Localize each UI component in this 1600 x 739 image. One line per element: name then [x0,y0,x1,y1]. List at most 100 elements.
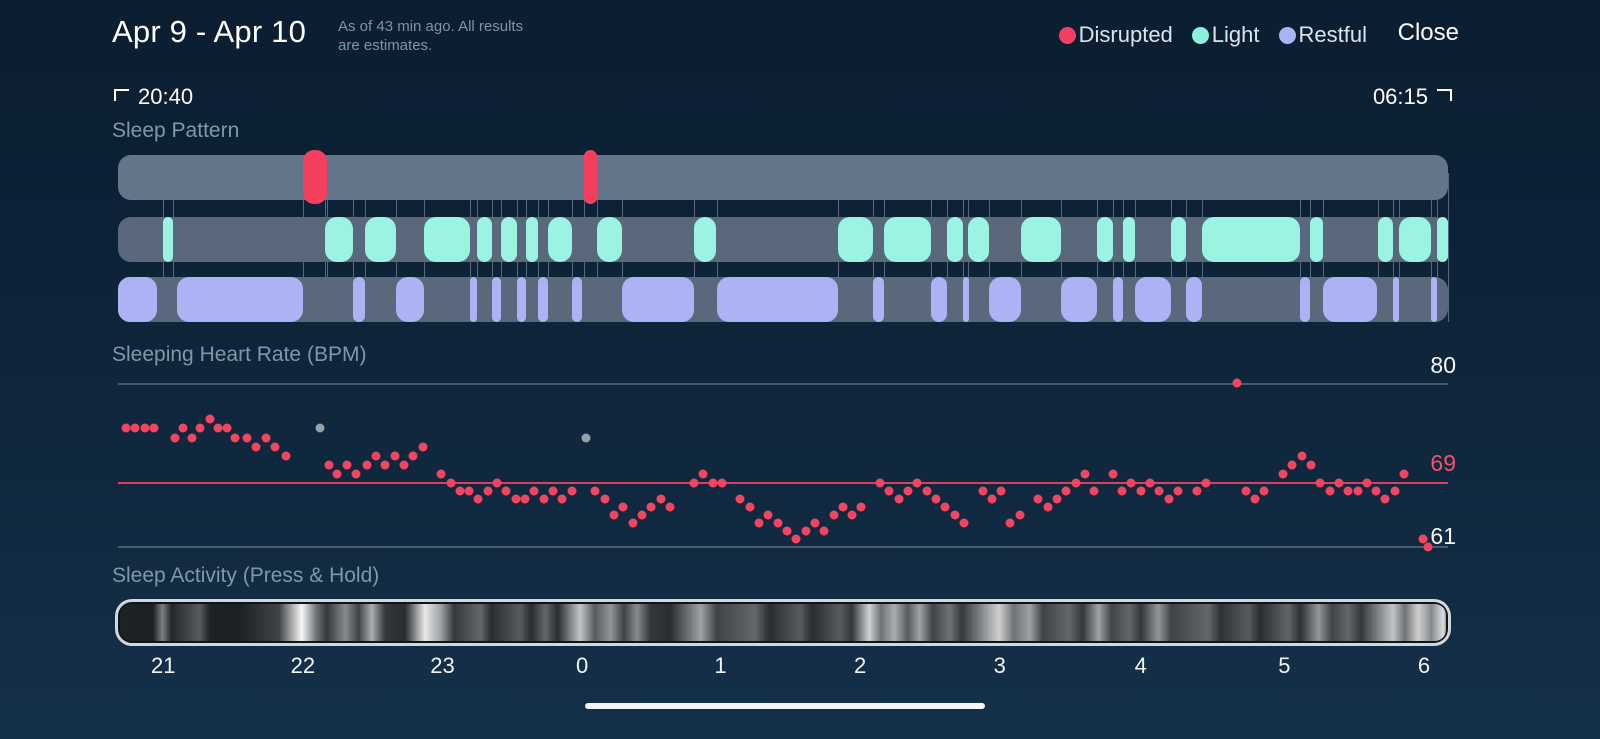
hr-label-min: 61 [1430,523,1456,549]
hr-dot [539,494,549,504]
freshness-note-line1: As of 43 min ago. All results [338,18,524,35]
hr-dot [875,478,885,488]
hr-dot [1061,486,1071,496]
hr-dot [829,510,839,520]
light-segment [946,217,963,262]
hr-dot [351,469,361,479]
hr-dot [1117,486,1127,496]
hr-dot [903,486,913,496]
hr-dot [1080,469,1090,479]
hr-dot [251,442,261,452]
sleep-activity-bar[interactable] [115,599,1451,646]
home-indicator[interactable] [585,703,985,709]
hr-dot [1089,486,1099,496]
hr-dot [399,460,409,470]
restful-segment [1393,277,1400,322]
heart-rate-chart[interactable] [118,378,1448,552]
hr-dot [801,526,811,536]
restful-segment [716,277,838,322]
hr-dot [773,518,783,528]
light-segment [325,217,354,262]
restful-segment [491,277,502,322]
restful-segment [517,277,527,322]
hr-dot [1201,478,1211,488]
freshness-note: As of 43 min ago. All results are estima… [338,17,523,55]
light-dot-icon [1191,26,1209,44]
x-tick-label: 22 [290,653,316,678]
hr-dot [362,460,372,470]
light-segment [1309,217,1323,262]
hr-dot [856,502,866,512]
hr-dot [501,486,511,496]
light-segment [1437,217,1448,262]
hr-dot [371,451,381,461]
hr-dot [1043,502,1053,512]
hr-dot [665,502,675,512]
hr-dot [1232,378,1242,388]
hr-dot [380,460,390,470]
legend-item-disrupted: Disrupted [1058,22,1173,48]
light-segment [596,217,623,262]
hr-dot [689,478,699,488]
hr-dot [557,494,567,504]
hr-dot [140,423,150,433]
sleep-pattern-title: Sleep Pattern [112,119,240,142]
light-segment [1398,217,1431,262]
legend-item-restful: Restful [1278,22,1367,48]
hr-dot [987,494,997,504]
hr-dot [270,442,280,452]
hr-dot [195,423,205,433]
restful-segment [1112,277,1124,322]
legend-item-light: Light [1191,22,1260,48]
x-tick-label: 4 [1134,653,1147,678]
hr-dot [698,469,708,479]
sleep-end-time: 06:15 [1373,84,1452,110]
hr-dot [922,486,932,496]
legend-label: Restful [1298,22,1367,47]
hr-dot [332,469,342,479]
hr-dot [1005,518,1015,528]
restful-segment [1135,277,1172,322]
range-start-bracket-icon [114,89,129,101]
restful-segment [1430,277,1438,322]
sleep-pattern-chart[interactable] [118,150,1449,322]
hr-dot [483,486,493,496]
light-segment [163,217,173,262]
disrupted-dot-icon [1058,26,1076,44]
hr-dot [1136,486,1146,496]
hr-dot [1192,486,1202,496]
hr-dot [1362,478,1372,488]
hr-dot [1343,486,1353,496]
hr-dot [170,433,180,443]
hr-dot [1145,478,1155,488]
close-button[interactable]: Close [1397,19,1459,46]
hr-dot [609,510,619,520]
hr-dot [1371,486,1381,496]
hr-dot [1033,494,1043,504]
hr-dot [754,518,764,528]
hr-dot [819,526,829,536]
hr-dot [646,502,656,512]
hr-dot [222,423,232,433]
restful-segment [176,277,303,322]
light-segment [1201,217,1301,262]
hr-dot [1399,469,1409,479]
hr-dot [1380,494,1390,504]
x-tick-label: 0 [576,653,589,678]
restful-segment [622,277,694,322]
hr-dot [810,518,820,528]
light-segment [526,217,539,262]
hr-dot [418,442,428,452]
hr-dot [492,478,502,488]
end-time-label: 06:15 [1372,84,1428,109]
hr-dot [1015,510,1025,520]
restful-segment [353,277,366,322]
restful-segment [395,277,424,322]
hr-dot [1315,478,1325,488]
hr-dot [473,494,483,504]
disrupted-segment [302,150,327,204]
hr-dot [1173,486,1183,496]
restful-segment [1060,277,1097,322]
hr-dot [931,494,941,504]
